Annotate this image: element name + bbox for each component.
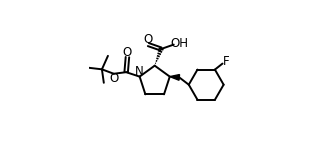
Text: OH: OH <box>171 37 189 50</box>
Text: O: O <box>109 72 118 86</box>
Text: N: N <box>135 65 144 78</box>
Polygon shape <box>170 75 180 80</box>
Text: O: O <box>123 46 132 59</box>
Text: F: F <box>222 55 229 68</box>
Text: O: O <box>143 33 152 46</box>
